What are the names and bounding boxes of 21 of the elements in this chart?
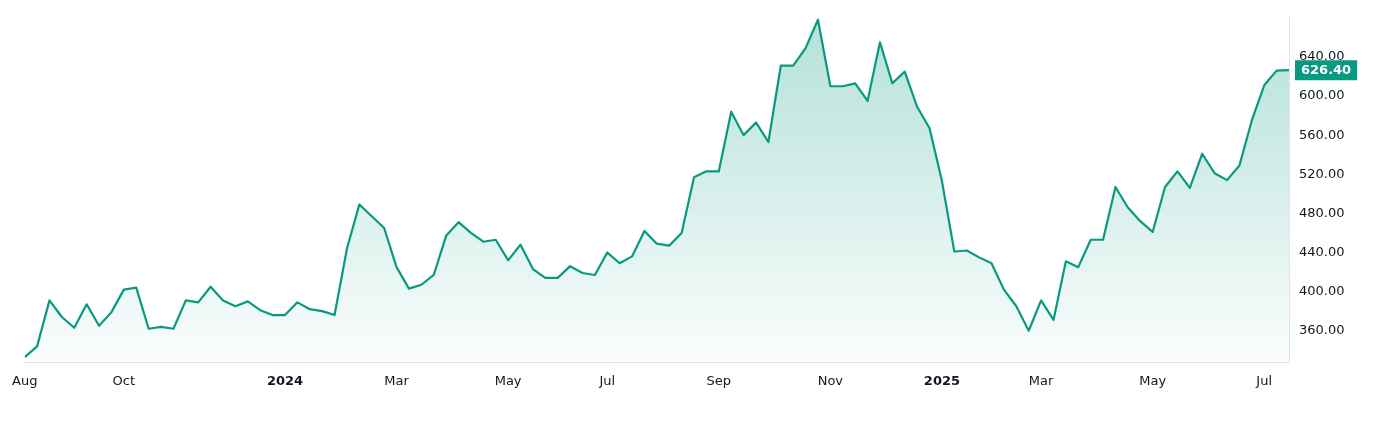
x-tick-label: May [494,373,522,389]
x-tick-label: May [1139,373,1167,389]
y-tick-label: 560.00 [1299,126,1345,142]
x-tick-label: Sep [706,373,732,389]
x-tick-label: 2024 [266,373,304,389]
y-tick-label: 640.00 [1299,48,1345,64]
x-tick-label: 2025 [923,373,961,389]
x-tick-label: Nov [817,373,844,389]
y-tick-label: 480.00 [1299,204,1345,220]
y-tick-label: 440.00 [1299,243,1345,259]
x-tick-label: Aug [12,373,38,389]
x-tick-label: Jul [598,373,616,389]
y-tick-label: 520.00 [1299,165,1345,181]
annotation: 626.40 [1301,61,1352,77]
y-tick-label: 360.00 [1299,322,1345,338]
x-tick-label: Mar [384,373,410,389]
x-tick-label: Jul [1255,373,1273,389]
x-tick-label: Mar [1028,373,1055,389]
x-tick-label: Oct [112,373,136,389]
y-tick-label: 600.00 [1299,87,1345,103]
y-tick-label: 400.00 [1299,282,1345,298]
